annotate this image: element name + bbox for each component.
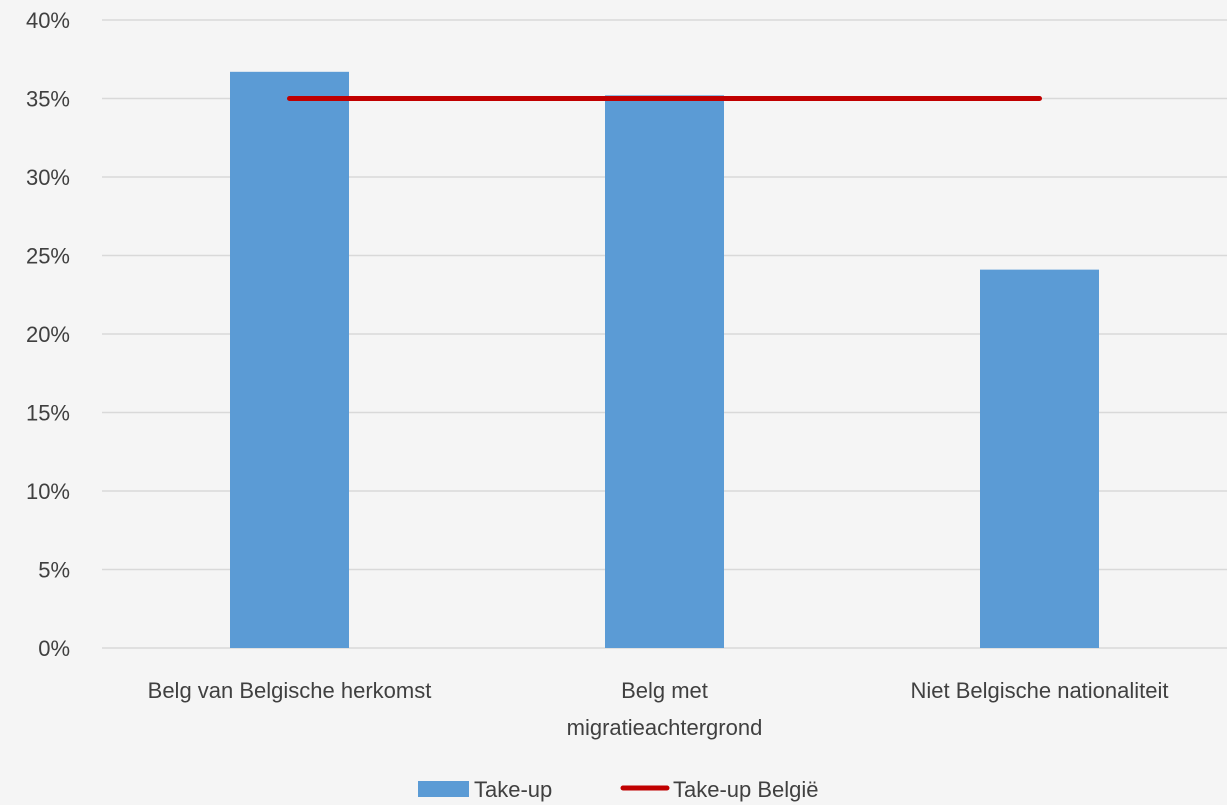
x-tick-label: Belg met — [621, 678, 708, 703]
y-tick-label: 5% — [38, 558, 70, 583]
legend-label-take-up: Take-up — [474, 777, 552, 802]
legend-label-take-up-belgie: Take-up België — [673, 777, 819, 802]
bar[interactable] — [230, 71, 349, 648]
y-tick-label: 25% — [26, 244, 70, 269]
y-tick-label: 20% — [26, 322, 70, 347]
legend[interactable]: Take-up Take-up België — [418, 777, 819, 802]
y-tick-label: 0% — [38, 636, 70, 661]
x-tick-label: migratieachtergrond — [567, 715, 763, 740]
y-axis-labels: 0% 5% 10% 15% 20% 25% 30% 35% 40% — [26, 8, 70, 661]
y-tick-label: 30% — [26, 165, 70, 190]
y-tick-label: 40% — [26, 8, 70, 33]
bar[interactable] — [605, 95, 724, 649]
y-tick-label: 35% — [26, 87, 70, 112]
bar[interactable] — [980, 269, 1099, 648]
y-tick-label: 15% — [26, 401, 70, 426]
x-axis-labels: Belg van Belgische herkomst Belg met migra… — [148, 678, 1169, 740]
bars — [230, 71, 1099, 649]
y-tick-label: 10% — [26, 479, 70, 504]
legend-swatch-take-up — [418, 781, 469, 797]
x-tick-label: Niet Belgische nationaliteit — [910, 678, 1168, 703]
x-tick-label: Belg van Belgische herkomst — [148, 678, 432, 703]
